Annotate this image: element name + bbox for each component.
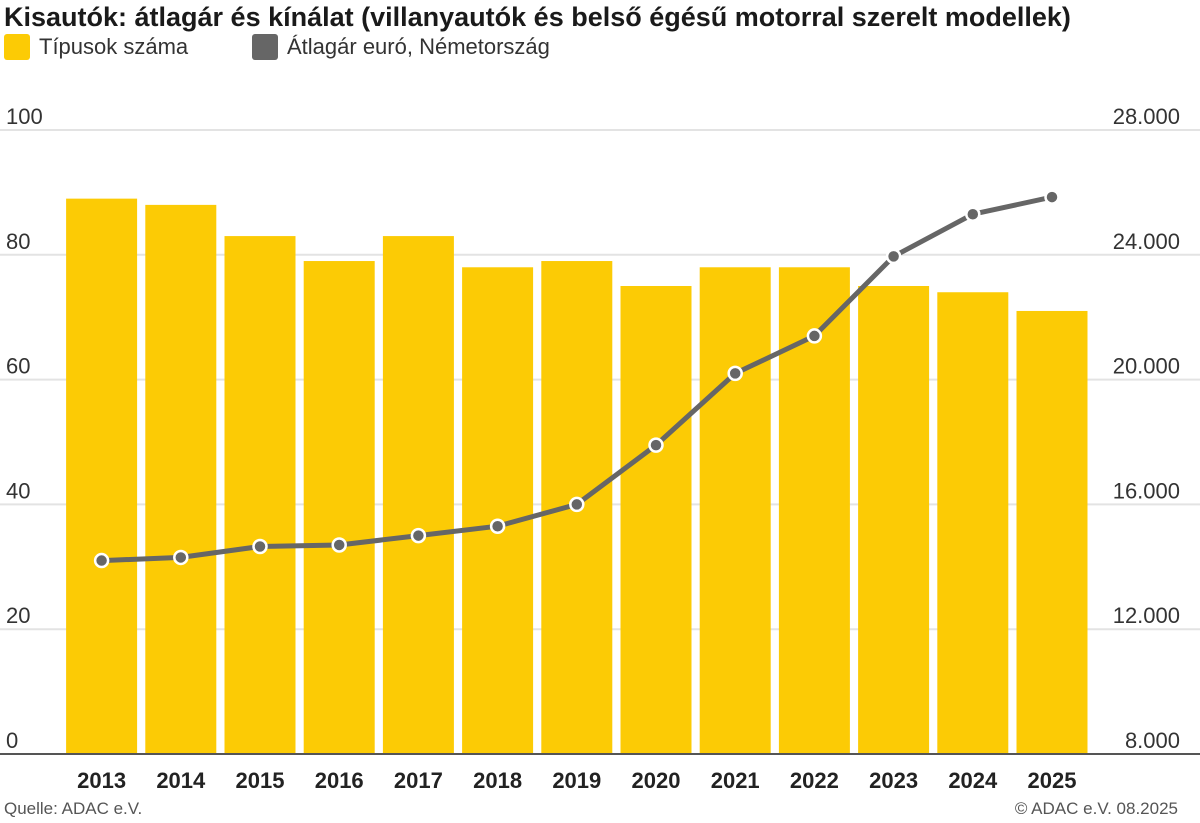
y-right-tick-label: 12.000 <box>1113 603 1180 628</box>
bar-2014 <box>145 204 217 754</box>
copyright-note: © ADAC e.V. 08.2025 <box>1014 799 1178 818</box>
legend-label-types: Típusok száma <box>39 34 189 59</box>
legend-item-types: Típusok száma <box>4 34 188 60</box>
chart-title: Kisautók: átlagár és kínálat (villanyaut… <box>4 2 1071 32</box>
y-right-tick-label: 24.000 <box>1113 229 1180 254</box>
legend-item-price: Átlagár euró, Németország <box>252 34 550 60</box>
price-point-2020 <box>648 437 664 453</box>
bar-2018 <box>462 267 534 754</box>
bar-2016 <box>303 261 375 754</box>
price-point-2024 <box>965 206 981 222</box>
x-tick-label: 2018 <box>473 768 522 793</box>
price-point-2015 <box>252 538 268 555</box>
x-tick-label: 2013 <box>77 768 126 793</box>
y-left-tick-label: 20 <box>6 603 30 628</box>
x-tick-label: 2022 <box>790 768 839 793</box>
x-tick-label: 2025 <box>1028 768 1077 793</box>
y-right-tick-label: 28.000 <box>1113 104 1180 129</box>
y-right-tick-label: 20.000 <box>1113 354 1180 379</box>
x-tick-label: 2024 <box>948 768 998 793</box>
price-point-2016 <box>331 537 347 553</box>
y-right-tick-label: 8.000 <box>1125 728 1180 753</box>
x-tick-label: 2017 <box>394 768 443 793</box>
source-note: Quelle: ADAC e.V. <box>4 799 143 818</box>
x-tick-label: 2023 <box>869 768 918 793</box>
price-point-2013 <box>93 552 110 569</box>
bar-2020 <box>620 286 692 754</box>
x-tick-label: 2015 <box>236 768 285 793</box>
price-point-2025 <box>1044 189 1060 205</box>
bar-2025 <box>1016 310 1088 754</box>
bar-2023 <box>858 286 930 754</box>
x-tick-label: 2014 <box>156 768 206 793</box>
price-point-2021 <box>727 365 743 382</box>
price-point-2014 <box>173 549 189 566</box>
legend-label-price: Átlagár euró, Németország <box>287 34 550 59</box>
bar-2017 <box>382 236 454 754</box>
price-point-2018 <box>489 518 506 534</box>
legend-swatch-price <box>252 34 278 60</box>
y-left-tick-label: 60 <box>6 354 30 379</box>
x-tick-label: 2021 <box>711 768 760 793</box>
bar-2021 <box>699 267 771 754</box>
price-point-2019 <box>569 496 585 513</box>
y-left-tick-label: 40 <box>6 478 30 503</box>
bar-2024 <box>937 292 1009 754</box>
x-tick-label: 2016 <box>315 768 364 793</box>
legend-swatch-types <box>4 34 30 60</box>
y-left-tick-label: 0 <box>6 728 18 753</box>
y-right-tick-label: 16.000 <box>1113 478 1180 503</box>
price-point-2017 <box>410 527 427 544</box>
price-point-2023 <box>885 248 902 265</box>
bar-2015 <box>224 236 296 754</box>
price-point-2022 <box>806 328 823 344</box>
bar-2013 <box>66 198 138 754</box>
x-tick-label: 2019 <box>552 768 601 793</box>
y-left-tick-label: 80 <box>6 229 30 254</box>
x-tick-label: 2020 <box>632 768 681 793</box>
y-left-tick-label: 100 <box>6 104 43 129</box>
